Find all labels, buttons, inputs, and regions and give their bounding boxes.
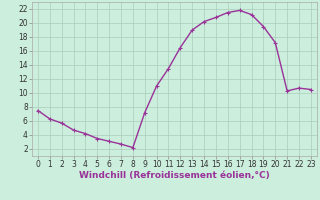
X-axis label: Windchill (Refroidissement éolien,°C): Windchill (Refroidissement éolien,°C)	[79, 171, 270, 180]
